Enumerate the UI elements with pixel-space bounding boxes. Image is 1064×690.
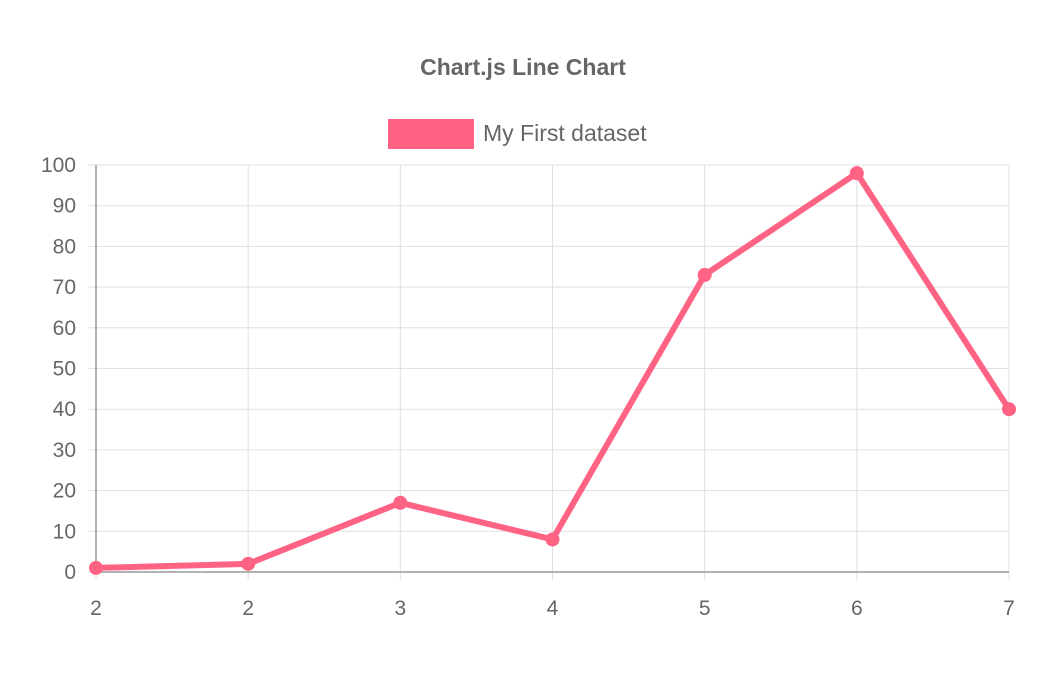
series-layer [89,166,1016,575]
y-tick-label: 90 [53,195,76,218]
y-tick-label: 60 [53,317,76,340]
data-point[interactable] [1002,402,1016,417]
y-tick-label: 0 [64,561,76,584]
legend-swatch [388,119,474,149]
y-axis-ticks: 0 10 20 30 40 50 60 70 80 90 100 [41,154,76,584]
x-tick-label: 2 [90,597,102,620]
data-point[interactable] [89,560,103,575]
x-tick-label: 6 [851,597,863,620]
x-tick-label: 5 [699,597,711,620]
x-axis-ticks: 2 2 3 4 5 6 7 [90,597,1015,620]
y-tick-label: 70 [53,276,76,299]
x-tick-label: 2 [242,597,254,620]
y-tick-label: 20 [53,480,76,503]
data-point[interactable] [697,267,712,282]
x-tick-label: 7 [1003,597,1015,620]
y-tick-label: 50 [53,358,76,381]
legend[interactable]: My First dataset [388,119,647,149]
data-point[interactable] [393,495,408,510]
grid-lines [88,164,1010,580]
axes [95,165,1009,573]
x-tick-label: 3 [394,597,406,620]
data-point[interactable] [849,166,864,181]
data-point[interactable] [241,556,256,571]
y-tick-label: 30 [53,439,76,462]
chart-title: Chart.js Line Chart [420,54,626,80]
y-tick-label: 10 [53,520,76,543]
data-point[interactable] [545,532,560,547]
y-tick-label: 100 [41,154,76,177]
y-tick-label: 80 [53,235,76,258]
legend-label: My First dataset [483,120,647,146]
x-tick-label: 4 [547,597,559,620]
y-tick-label: 40 [53,398,76,421]
